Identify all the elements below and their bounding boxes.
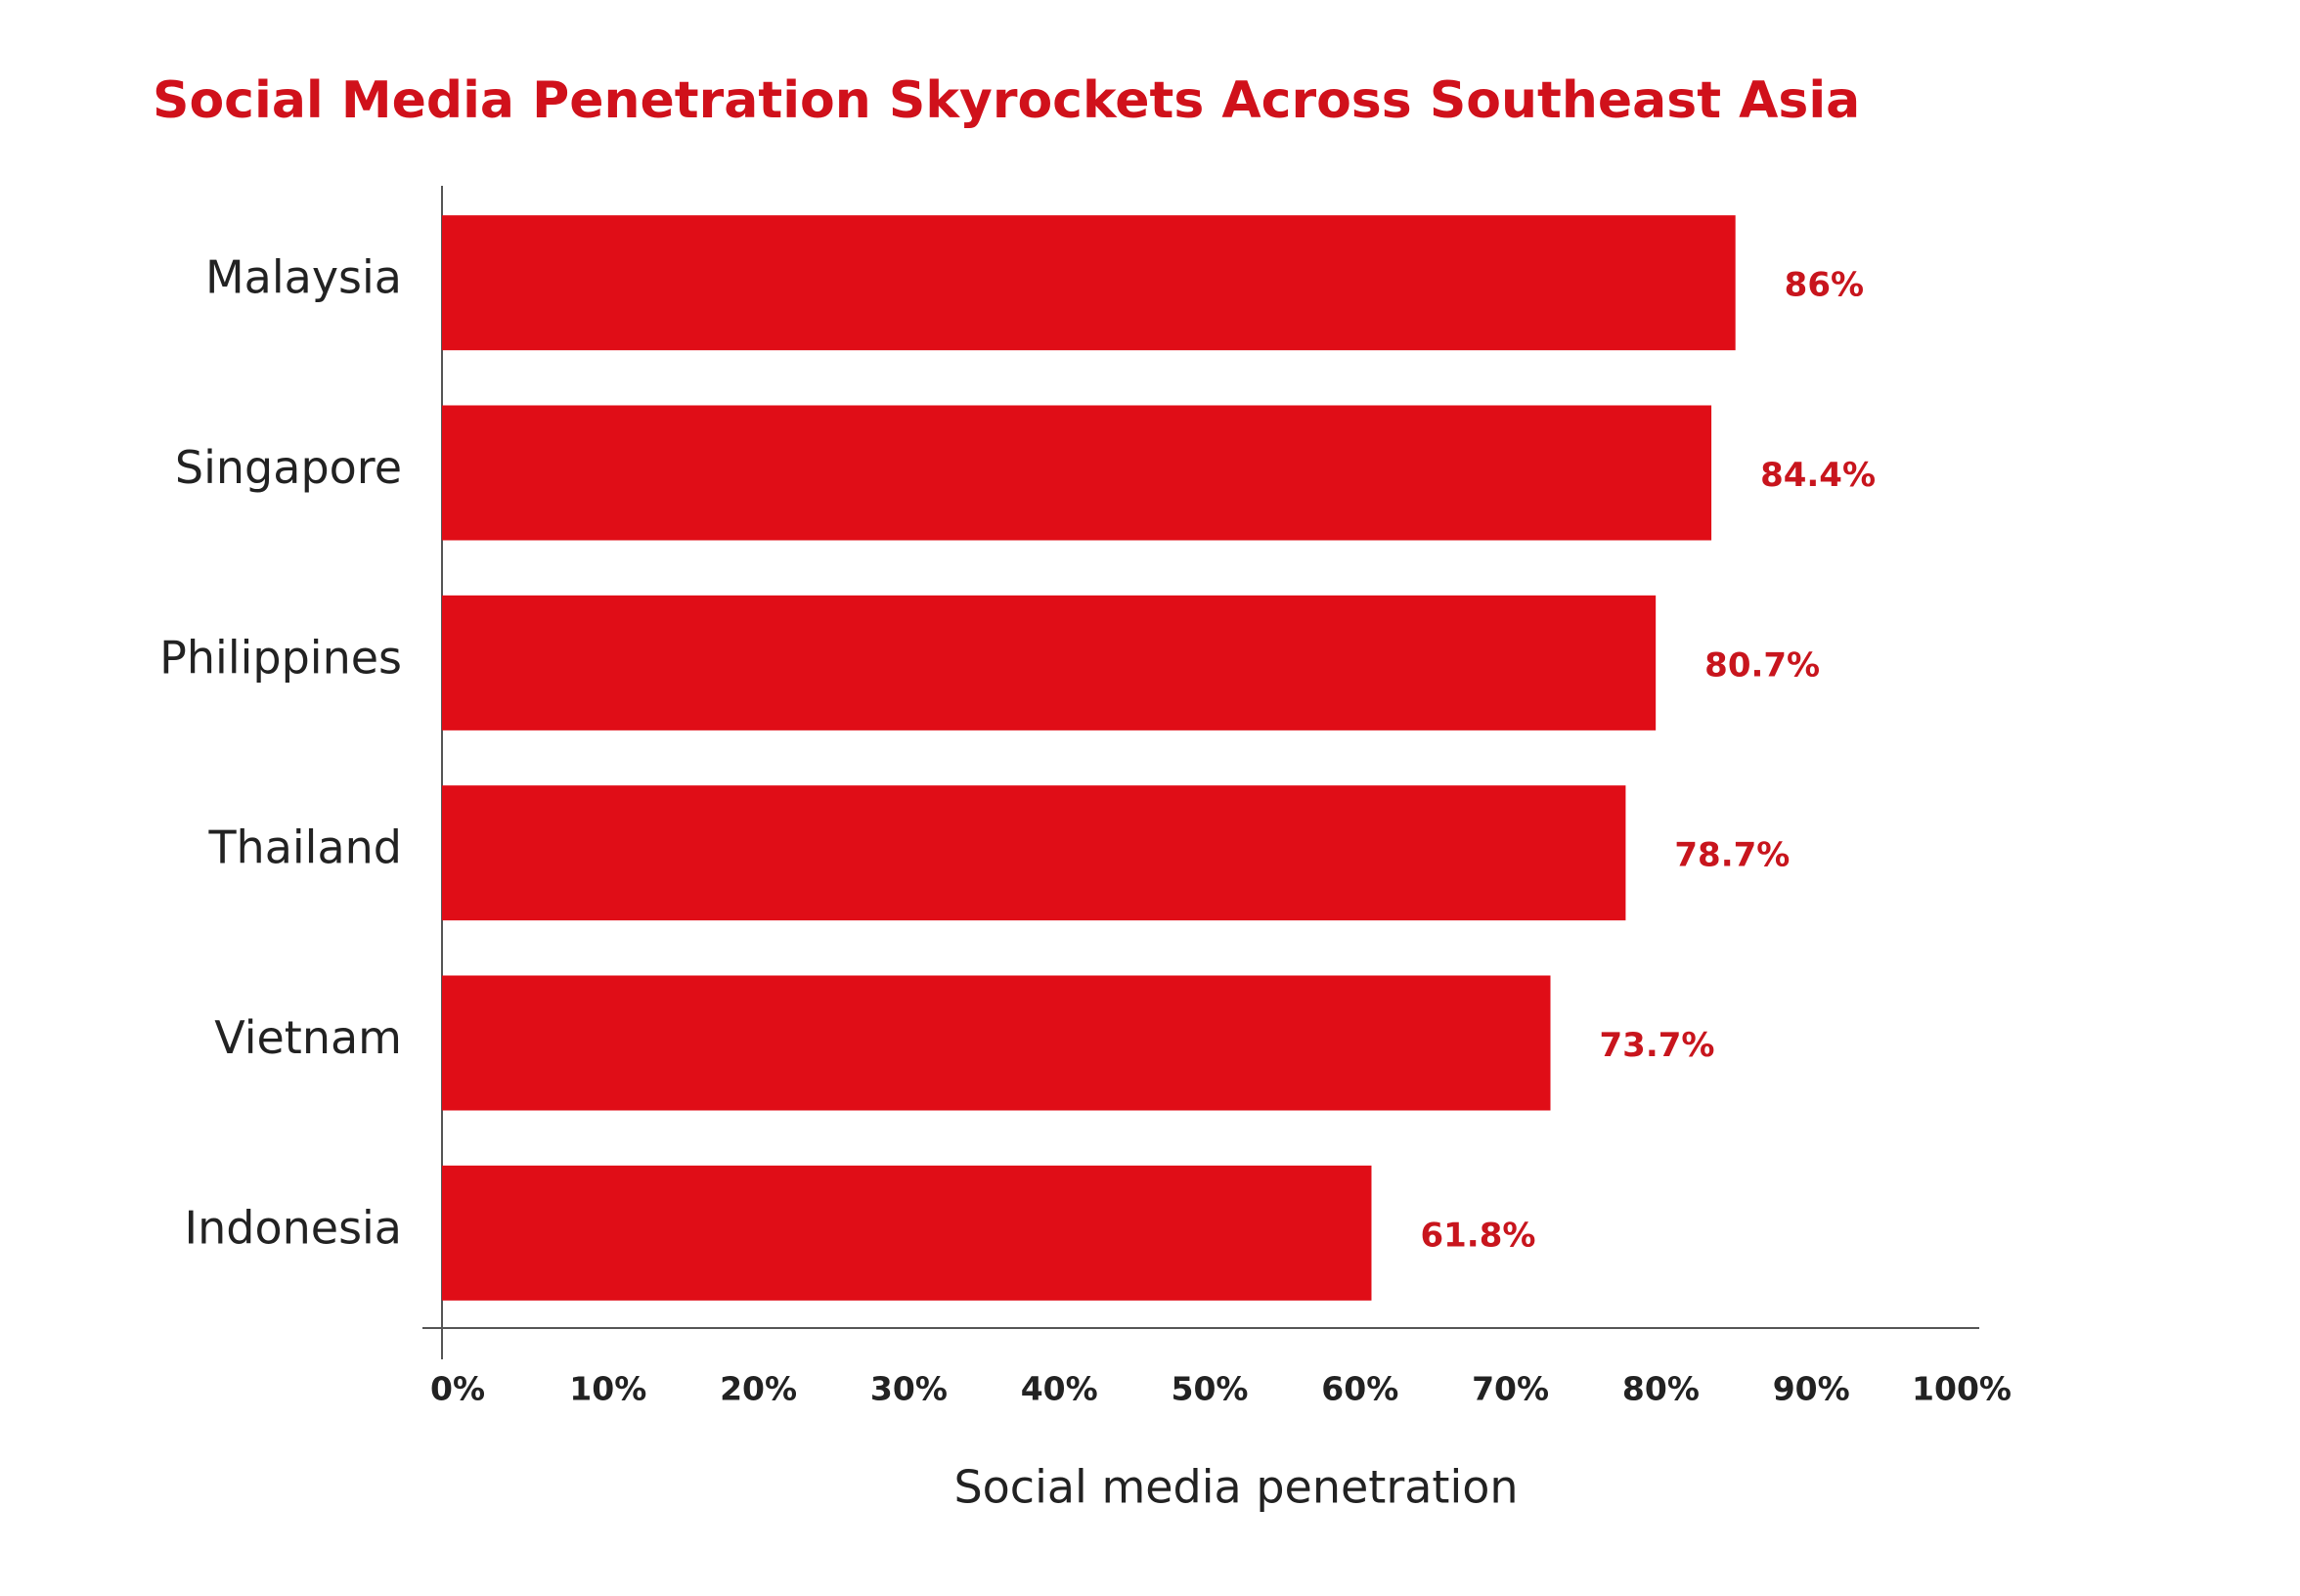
y-tick-label: Vietnam [214, 1011, 402, 1064]
x-tick-label: 70% [1472, 1370, 1549, 1408]
x-axis-label: Social media penetration [953, 1461, 1518, 1514]
x-tick-label: 40% [1021, 1370, 1098, 1408]
x-tick-label: 100% [1912, 1370, 2012, 1408]
bar [442, 405, 1712, 541]
x-tick-label: 0% [430, 1370, 485, 1408]
bar [442, 215, 1736, 351]
value-label: 86% [1785, 266, 1864, 305]
chart-title: Social Media Penetration Skyrockets Acro… [153, 71, 1860, 130]
y-tick-label: Thailand [207, 821, 402, 874]
x-tick-label: 10% [569, 1370, 646, 1408]
bar [442, 595, 1657, 731]
value-label: 73.7% [1600, 1026, 1715, 1065]
y-tick-label: Malaysia [205, 251, 402, 304]
x-tick-label: 90% [1773, 1370, 1850, 1408]
x-tick-label: 20% [720, 1370, 797, 1408]
value-label: 84.4% [1760, 456, 1876, 495]
bar [442, 785, 1626, 921]
y-tick-label: Indonesia [185, 1201, 402, 1254]
y-tick-label: Philippines [159, 631, 402, 684]
y-tick-label: Singapore [175, 441, 402, 494]
bar [442, 975, 1551, 1111]
x-tick-label: 60% [1321, 1370, 1398, 1408]
x-tick-label: 30% [870, 1370, 948, 1408]
value-label: 80.7% [1704, 645, 1820, 685]
value-label: 61.8% [1420, 1216, 1535, 1255]
x-tick-label: 50% [1172, 1370, 1249, 1408]
bar [442, 1165, 1372, 1301]
value-label: 78.7% [1674, 836, 1790, 875]
x-tick-label: 80% [1622, 1370, 1700, 1408]
